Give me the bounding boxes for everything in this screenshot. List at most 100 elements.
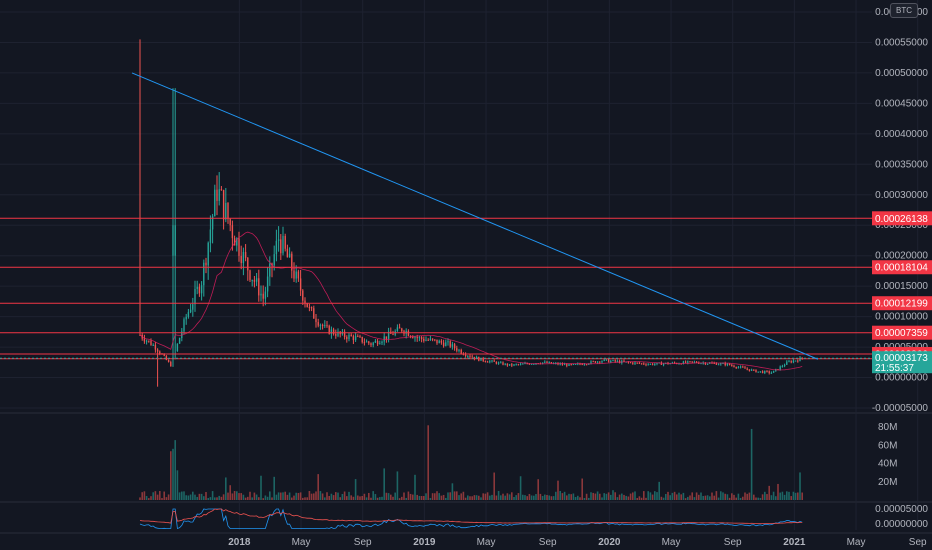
volume-bar xyxy=(563,491,566,500)
volume-bar xyxy=(482,493,484,500)
candle-body xyxy=(414,337,416,339)
oscillator-tick-label: 0.00005000 xyxy=(875,504,928,515)
candle-body xyxy=(502,362,504,365)
volume-bar xyxy=(416,494,418,500)
candle-body xyxy=(308,307,311,309)
candle-body xyxy=(669,363,671,365)
candle-body xyxy=(722,363,724,365)
volume-tick-label: 20M xyxy=(878,477,897,488)
candle-body xyxy=(335,334,337,336)
volume-bar xyxy=(755,497,757,500)
candle-body xyxy=(779,366,781,370)
volume-bar xyxy=(625,495,627,500)
volume-bar xyxy=(709,496,711,500)
volume-bar xyxy=(198,493,201,500)
volume-bar xyxy=(744,492,746,500)
volume-bar xyxy=(464,497,467,500)
candle-body xyxy=(546,361,548,363)
volume-bar xyxy=(792,491,795,500)
volume-bar xyxy=(621,493,623,500)
volume-bar xyxy=(339,497,341,500)
volume-bar xyxy=(174,440,176,500)
volume-bar xyxy=(669,495,671,500)
candle-body xyxy=(209,229,212,243)
time-tick-label: 2018 xyxy=(228,537,251,548)
volume-bar xyxy=(354,479,357,500)
candle-body xyxy=(572,364,575,366)
candle-body xyxy=(438,340,440,344)
volume-bar xyxy=(726,494,729,500)
candle-body xyxy=(522,363,524,365)
volume-bar xyxy=(350,495,352,500)
candle-body xyxy=(700,363,702,365)
candle-body xyxy=(233,238,236,246)
trendline[interactable] xyxy=(131,72,819,360)
volume-bar xyxy=(150,496,152,500)
candle-body xyxy=(350,334,352,337)
volume-bar xyxy=(431,493,434,500)
candle-body xyxy=(533,363,535,365)
volume-bar xyxy=(504,495,506,500)
volume-bar xyxy=(291,497,293,500)
candle-body xyxy=(645,364,647,366)
candle-body xyxy=(376,340,379,345)
candle-body xyxy=(678,363,680,365)
candle-body xyxy=(346,336,348,339)
candle-body xyxy=(326,325,328,327)
candle-body xyxy=(418,337,421,339)
volume-bar xyxy=(264,495,267,500)
candle-body xyxy=(689,361,691,363)
candle-body xyxy=(482,358,484,361)
candle-body xyxy=(680,363,682,365)
price-tick-label: 0.00010000 xyxy=(875,312,928,323)
price-tick-label: 0.00035000 xyxy=(875,159,928,170)
volume-bar xyxy=(306,497,308,500)
volume-bar xyxy=(627,496,630,500)
candle-body xyxy=(167,359,170,362)
volume-bar xyxy=(636,497,638,500)
candle-body xyxy=(412,336,414,339)
candle-body xyxy=(794,360,797,362)
level-tag-label: 0.00012199 xyxy=(875,299,928,310)
price-tick-label: 0.00040000 xyxy=(875,129,928,140)
candle-body xyxy=(599,361,601,363)
volume-bar xyxy=(242,494,245,500)
candle-body xyxy=(486,361,489,363)
trendline-group[interactable] xyxy=(131,72,819,360)
candle-body xyxy=(693,361,696,363)
volume-bar xyxy=(742,496,744,500)
candle-body xyxy=(561,363,564,365)
volume-bar xyxy=(698,494,700,500)
candle-body xyxy=(698,362,700,364)
candle-body xyxy=(746,368,748,370)
volume-bar xyxy=(423,496,425,500)
candle-body xyxy=(258,278,260,296)
candle-body xyxy=(385,336,388,340)
candle-body xyxy=(352,336,355,341)
candle-body xyxy=(464,354,467,357)
candle-body xyxy=(614,360,616,362)
candle-body xyxy=(451,344,454,347)
candle-body xyxy=(524,363,526,365)
volume-bar xyxy=(365,497,368,500)
currency-badge[interactable]: BTC xyxy=(890,3,918,18)
volume-bar xyxy=(588,497,590,500)
volume-bar xyxy=(658,481,660,500)
volume-bar xyxy=(717,497,720,500)
volume-bar xyxy=(724,493,726,500)
horizontal-levels[interactable] xyxy=(0,217,872,360)
level-tag-label: 0.00007359 xyxy=(875,328,928,339)
volume-bar xyxy=(409,493,412,500)
candle-body xyxy=(649,363,652,365)
candle-body xyxy=(159,351,161,354)
candle-body xyxy=(192,304,194,310)
candle-body xyxy=(236,238,238,246)
candle-body xyxy=(471,356,473,358)
candle-body xyxy=(365,341,368,343)
volume-bar xyxy=(469,496,471,500)
volume-bar xyxy=(651,494,654,500)
volume-bar xyxy=(585,493,588,500)
volume-bar xyxy=(574,497,577,500)
candle-body xyxy=(660,362,663,365)
